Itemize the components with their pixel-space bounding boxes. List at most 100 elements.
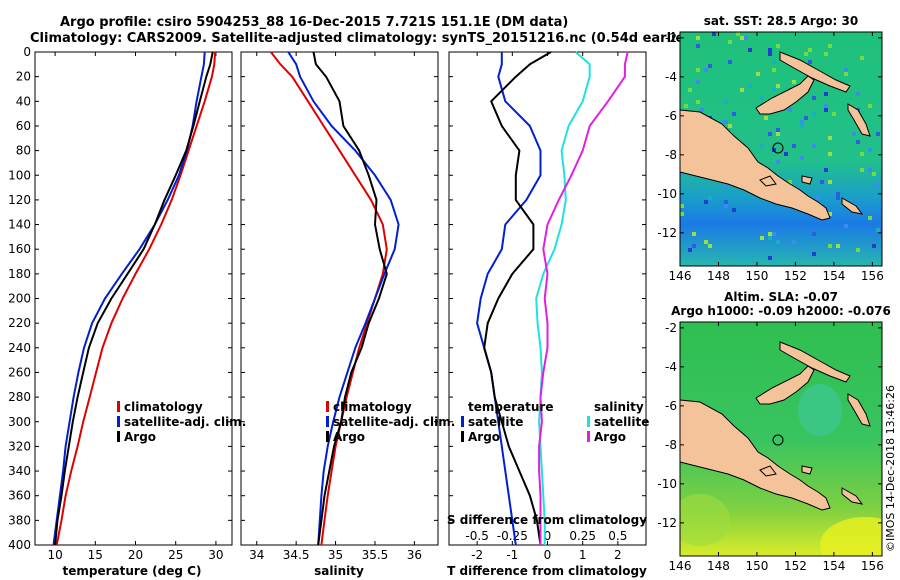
sst-pixel <box>784 152 788 156</box>
sst-pixel <box>720 120 724 124</box>
map-lat-label: -12 <box>657 516 677 530</box>
sst-axes-frame <box>679 31 883 267</box>
land-new-guinea <box>680 109 831 221</box>
legend-swatch-s-argo <box>587 431 590 442</box>
sst-pixel <box>724 120 728 124</box>
sst-pixel <box>812 96 816 100</box>
sst-pixel <box>688 88 692 92</box>
sst-pixel <box>868 104 872 108</box>
sst-pixel <box>760 144 764 148</box>
depth-tick-label: 160 <box>8 242 31 256</box>
x-tick-label: 1 <box>579 548 587 562</box>
map-lon-label: 150 <box>745 269 768 283</box>
sst-pixel <box>772 68 776 72</box>
series-line-argo <box>54 51 214 546</box>
sst-pixel <box>844 224 848 228</box>
x-tick-label: -2 <box>471 548 483 562</box>
legend-satellite: satellite-adj. clim. <box>333 415 455 429</box>
depth-tick-label: 180 <box>8 267 31 281</box>
sst-pixel <box>860 152 864 156</box>
sst-pixel <box>776 128 780 132</box>
map-lon-label: 156 <box>861 269 884 283</box>
sst-pixel <box>688 248 692 252</box>
sst-pixel <box>764 116 768 120</box>
sst-pixel <box>804 116 808 120</box>
difference-x-axis: -2 -1 0 1 2 -0.5 -0.25 0 0.25 0.5 <box>465 52 627 562</box>
map-lat-label: -12 <box>657 226 677 240</box>
sst-pixel <box>824 104 828 108</box>
land-new-britain <box>755 75 815 115</box>
sla-map-panel: Altim. SLA: -0.07 Argo h1000: -0.09 h200… <box>657 290 890 573</box>
sst-pixel <box>776 160 780 164</box>
temperature-x-label: temperature (deg C) <box>63 564 202 578</box>
depth-tick-label: 400 <box>8 538 31 552</box>
sst-pixel <box>696 80 700 84</box>
sst-pixel <box>696 36 700 40</box>
x-tick-label: 36 <box>407 548 422 562</box>
salinity-depth-ticks <box>241 51 438 546</box>
sst-pixel <box>852 132 856 136</box>
sst-pixel <box>836 192 840 196</box>
sst-pixel <box>836 196 840 200</box>
depth-tick-label: 20 <box>16 70 31 84</box>
sst-pixel <box>872 244 876 248</box>
sst-pixel <box>792 80 796 84</box>
sst-pixel <box>828 212 832 216</box>
depth-axis: 0 20 40 60 80 100 120 140 160 180 200 220 240 260 280 3… <box>8 45 232 552</box>
sst-pixel <box>724 200 728 204</box>
sst-pixel <box>800 124 804 128</box>
sst-pixel <box>860 168 864 172</box>
sst-map-title: sat. SST: 28.5 Argo: 30 <box>704 14 858 28</box>
difference-depth-ticks <box>449 51 646 546</box>
depth-tick-label: 220 <box>8 316 31 330</box>
sst-pixel <box>812 252 816 256</box>
land-new-britain <box>755 365 815 405</box>
legend-climatology: climatology <box>124 400 203 414</box>
difference-panel: -2 -1 0 1 2 -0.5 -0.25 0 0.25 0.5 S difference fr… <box>447 51 649 578</box>
difference-top-axis-label: S difference from climatology <box>447 513 647 527</box>
sst-pixel <box>736 32 740 36</box>
sst-pixel <box>692 232 696 236</box>
depth-tick-label: 0 <box>23 45 31 59</box>
imos-watermark: ©IMOS 14-Dec-2018 13:46:26 <box>884 385 897 552</box>
legend-temperature-heading: temperature <box>468 400 553 414</box>
salinity-series <box>270 51 400 546</box>
legend-swatch-climatology <box>117 401 120 412</box>
sst-pixel <box>772 88 776 92</box>
sst-pixel <box>760 236 764 240</box>
sst-land <box>680 51 871 221</box>
sal-diff-tick-label: 0 <box>544 529 552 543</box>
sla-x-axis: 146 148 150 152 154 156 <box>669 322 884 573</box>
legend-satellite: satellite-adj. clim. <box>124 415 246 429</box>
difference-x-label: T difference from climatology <box>447 564 647 578</box>
sst-pixel <box>868 216 872 220</box>
salinity-axes-frame <box>240 51 439 546</box>
depth-tick-label: 240 <box>8 341 31 355</box>
sst-pixel <box>768 52 772 56</box>
legend-swatch-climatology <box>326 401 329 412</box>
x-tick-label: 30 <box>208 548 223 562</box>
sst-pixel <box>748 84 752 88</box>
depth-tick-label: 320 <box>8 439 31 453</box>
sst-pixel <box>876 184 880 188</box>
sla-anomaly-low <box>798 384 842 436</box>
sst-pixel <box>836 244 840 248</box>
difference-axes-frame <box>448 51 647 546</box>
sst-pixel <box>744 36 748 40</box>
sst-pixel <box>748 256 752 260</box>
x-tick-label: 15 <box>88 548 103 562</box>
legend-argo: Argo <box>124 430 156 444</box>
land-bougainville <box>847 393 871 427</box>
x-tick-label: 10 <box>47 548 62 562</box>
sla-y-axis: -2 -4 -6 -8 -10 -12 <box>657 321 882 530</box>
sst-pixel <box>772 148 776 152</box>
sst-pixel <box>732 112 736 116</box>
series-line-salinity-satellite <box>535 51 591 545</box>
temperature-legend: climatology satellite-adj. clim. Argo <box>117 400 246 444</box>
legend-salinity-heading: salinity <box>594 400 644 414</box>
sla-anomaly-high <box>820 517 882 556</box>
sst-argo-marker <box>772 142 784 154</box>
sst-pixel <box>832 112 836 116</box>
x-tick-label: 0 <box>544 548 552 562</box>
map-lon-label: 146 <box>669 269 692 283</box>
